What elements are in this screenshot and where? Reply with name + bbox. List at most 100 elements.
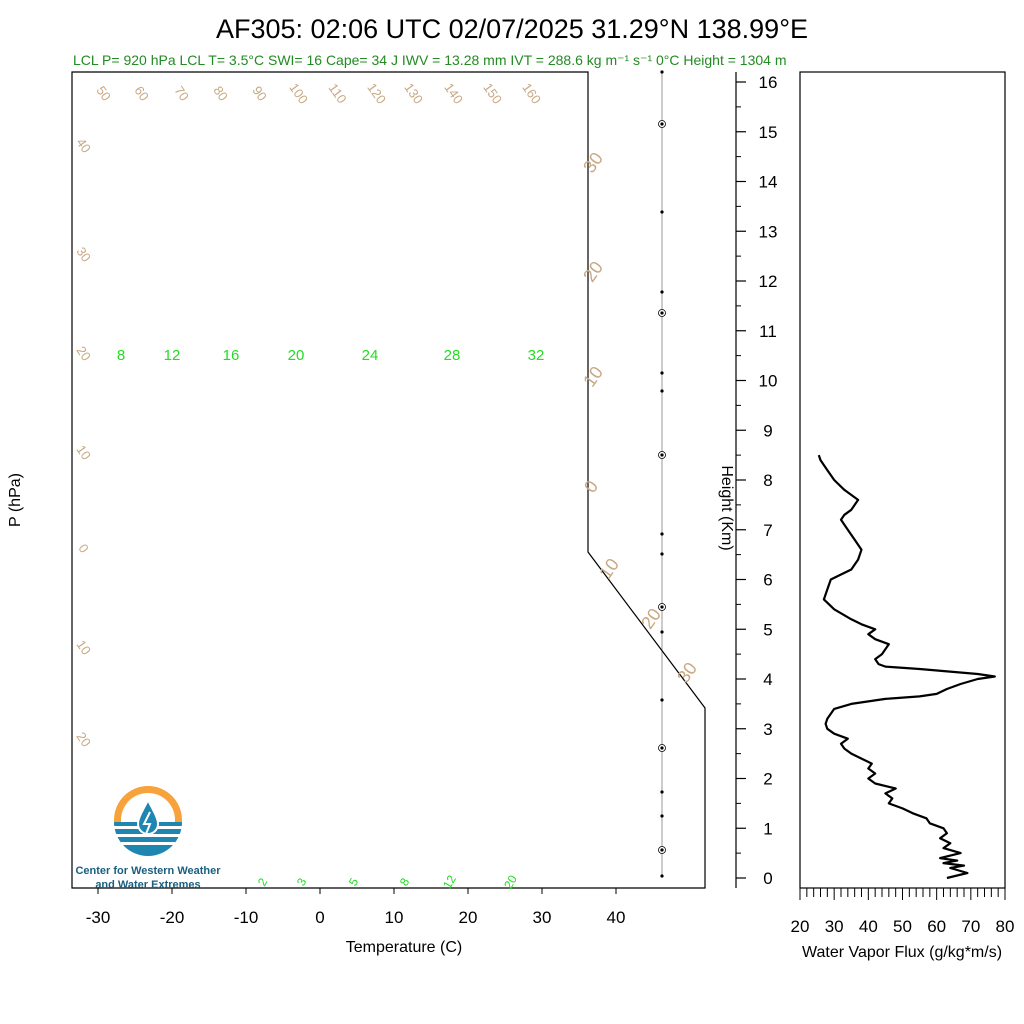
wind-level-dot — [660, 311, 664, 315]
theta-left-label: 40 — [73, 135, 94, 155]
theta-label: 150 — [480, 80, 505, 106]
height-tick-label: 16 — [759, 73, 778, 92]
skewt-frame — [71, 71, 706, 889]
theta-left-label: 10 — [73, 442, 94, 462]
flux-frame — [799, 71, 1006, 889]
mixing-ratio-label-bottom: 8 — [397, 875, 413, 888]
wind-level-dot — [660, 371, 664, 375]
theta-left-label: 20 — [73, 729, 94, 749]
wind-level-dot — [660, 848, 664, 852]
flux-x-axis-label: Water Vapor Flux (g/kg*m/s) — [802, 944, 1002, 961]
height-tick-label: 15 — [759, 123, 778, 142]
height-tick-label: 3 — [763, 720, 772, 739]
theta-right-label: 10 — [595, 555, 623, 583]
height-tick-label: 1 — [763, 819, 772, 838]
flux-series — [817, 454, 996, 880]
cw3e-logo: Center for Western Weather and Water Ext… — [75, 786, 221, 891]
wind-level-dot — [660, 389, 664, 393]
theta-right-label: 30 — [579, 149, 607, 177]
logo-line-1: Center for Western Weather — [75, 865, 221, 877]
skewt-overlay-labels: 50 60 70 80 90 100 110 120 130 140 150 160403020100… — [73, 80, 701, 891]
height-tick-label: 5 — [763, 620, 772, 639]
temperature-tick-label: 30 — [533, 908, 552, 927]
height-tick-label: 8 — [763, 471, 772, 490]
mixing-ratio-label: 32 — [528, 347, 545, 364]
theta-label: 90 — [249, 83, 270, 103]
wind-level-dot — [660, 122, 664, 126]
skewt-axis-ticks: 1001502002503004005007008501000-30-20-10… — [86, 888, 626, 927]
flux-tick-label: 50 — [893, 917, 912, 936]
wind-level-dot — [660, 210, 664, 214]
mixing-ratio-label: 24 — [362, 347, 379, 364]
height-tick-label: 2 — [763, 770, 772, 789]
height-tick-label: 10 — [759, 372, 778, 391]
mixing-ratio-label: 8 — [117, 347, 125, 364]
mixing-ratio-label-bottom: 3 — [294, 875, 310, 888]
mixing-ratio-label: 20 — [288, 347, 305, 364]
wind-level-dot — [660, 290, 664, 294]
theta-label: 160 — [519, 80, 544, 106]
theta-label: 80 — [210, 83, 231, 103]
chart-title: AF305: 02:06 UTC 02/07/2025 31.29°N 138.… — [216, 14, 808, 44]
wind-level-dot — [660, 552, 664, 556]
wind-level-dot — [660, 630, 664, 634]
theta-label: 60 — [131, 83, 152, 103]
theta-label: 70 — [171, 83, 192, 103]
theta-right-label: 20 — [579, 258, 607, 286]
temperature-tick-label: -10 — [234, 908, 259, 927]
theta-right-label: 10 — [579, 363, 607, 391]
temperature-tick-label: -20 — [160, 908, 185, 927]
theta-left-label: 30 — [73, 244, 94, 264]
theta-left-label: 10 — [73, 637, 94, 657]
flux-tick-label: 20 — [791, 917, 810, 936]
theta-label: 130 — [401, 80, 426, 106]
height-tick-label: 7 — [763, 521, 772, 540]
mixing-ratio-label-bottom: 5 — [346, 875, 362, 888]
theta-left-label: 0 — [75, 541, 91, 556]
mixing-ratio-label-bottom: 20 — [501, 872, 520, 891]
logo-emblem — [114, 786, 182, 856]
wind-level-dot — [660, 453, 664, 457]
flux-tick-label: 70 — [961, 917, 980, 936]
wind-level-dot — [660, 70, 664, 74]
flux-line — [817, 454, 996, 880]
y-axis-label: P (hPa) — [7, 473, 24, 527]
temperature-tick-label: 10 — [385, 908, 404, 927]
flux-tick-label: 60 — [927, 917, 946, 936]
theta-right-label: 0 — [580, 477, 602, 497]
logo-line-2: and Water Extremes — [95, 879, 200, 891]
temperature-tick-label: 40 — [607, 908, 626, 927]
wind-level-dot — [660, 814, 664, 818]
height-tick-label: 14 — [759, 173, 778, 192]
height-axis-label: Height (Km) — [718, 465, 735, 550]
height-tick-label: 4 — [763, 670, 772, 689]
theta-left-label: 20 — [73, 343, 94, 363]
mixing-ratio-label: 28 — [444, 347, 461, 364]
mixing-ratio-label: 12 — [164, 347, 181, 364]
wind-level-dot — [660, 532, 664, 536]
theta-label: 120 — [364, 80, 389, 106]
water-waves-icon — [114, 822, 182, 856]
mixing-ratio-label: 16 — [223, 347, 240, 364]
temperature-tick-label: 0 — [315, 908, 324, 927]
flux-tick-label: 80 — [996, 917, 1015, 936]
theta-label: 100 — [286, 80, 311, 106]
wind-level-dot — [660, 874, 664, 878]
height-tick-label: 6 — [763, 571, 772, 590]
chart-info-line: LCL P= 920 hPa LCL T= 3.5°C SWI= 16 Cape… — [73, 52, 787, 68]
height-tick-label: 9 — [763, 421, 772, 440]
temperature-tick-label: 20 — [459, 908, 478, 927]
height-tick-label: 11 — [759, 322, 777, 341]
theta-label: 50 — [93, 83, 114, 103]
wind-level-dot — [660, 698, 664, 702]
wind-level-dot — [660, 605, 664, 609]
lightning-icon — [142, 811, 152, 835]
wind-barb-column — [658, 70, 666, 878]
theta-label: 110 — [326, 81, 350, 107]
mixing-ratio-label-bottom: 2 — [255, 875, 271, 888]
theta-right-label: 30 — [673, 659, 701, 687]
height-tick-label: 0 — [763, 869, 772, 888]
